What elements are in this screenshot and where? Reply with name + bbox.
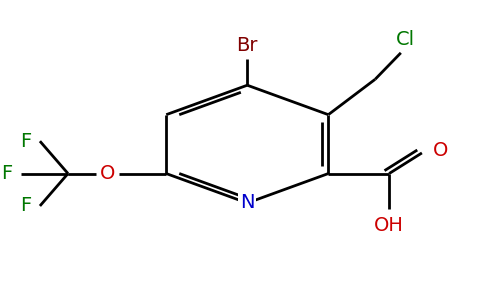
- Text: F: F: [1, 164, 13, 183]
- Text: OH: OH: [374, 216, 404, 235]
- Text: F: F: [20, 132, 31, 151]
- Text: Cl: Cl: [396, 30, 415, 49]
- Text: O: O: [100, 164, 116, 183]
- Text: Br: Br: [237, 36, 258, 55]
- Text: O: O: [433, 140, 448, 160]
- Text: F: F: [20, 196, 31, 215]
- Text: N: N: [240, 194, 255, 212]
